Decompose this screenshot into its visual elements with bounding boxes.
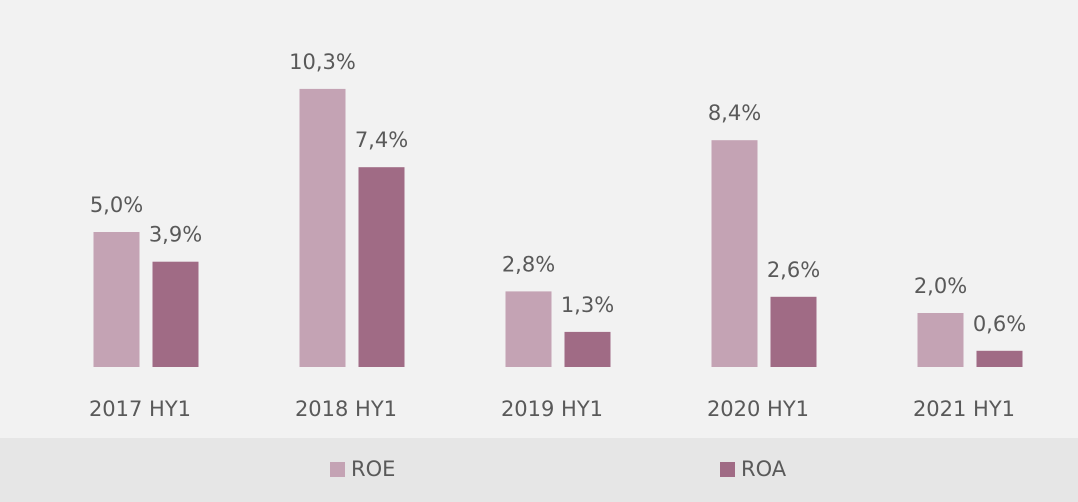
x-tick-label: 2018 HY1: [295, 397, 397, 421]
legend-label: ROA: [741, 457, 787, 481]
data-label: 7,4%: [355, 128, 408, 152]
bar: [93, 232, 140, 367]
legend-swatch: [330, 462, 345, 477]
data-label: 2,0%: [914, 274, 967, 298]
x-tick-label: 2021 HY1: [913, 397, 1015, 421]
x-tick-label: 2017 HY1: [89, 397, 191, 421]
data-label: 2,8%: [502, 252, 555, 276]
bar: [917, 313, 964, 367]
bar: [770, 296, 817, 367]
x-tick-label: 2020 HY1: [707, 397, 809, 421]
data-label: 8,4%: [708, 101, 761, 125]
legend-swatch: [720, 462, 735, 477]
data-label: 0,6%: [973, 312, 1026, 336]
x-tick-label: 2019 HY1: [501, 397, 603, 421]
bar: [505, 291, 552, 367]
bar: [358, 167, 405, 367]
bar: [564, 331, 611, 367]
legend-band: [0, 438, 1078, 502]
bar: [976, 350, 1023, 367]
data-label: 5,0%: [90, 193, 143, 217]
bar: [711, 140, 758, 367]
data-label: 10,3%: [289, 50, 356, 74]
data-label: 1,3%: [561, 293, 614, 317]
data-label: 3,9%: [149, 223, 202, 247]
legend-label: ROE: [351, 457, 395, 481]
bar: [299, 88, 346, 368]
data-label: 2,6%: [767, 258, 820, 282]
bar: [152, 261, 199, 367]
